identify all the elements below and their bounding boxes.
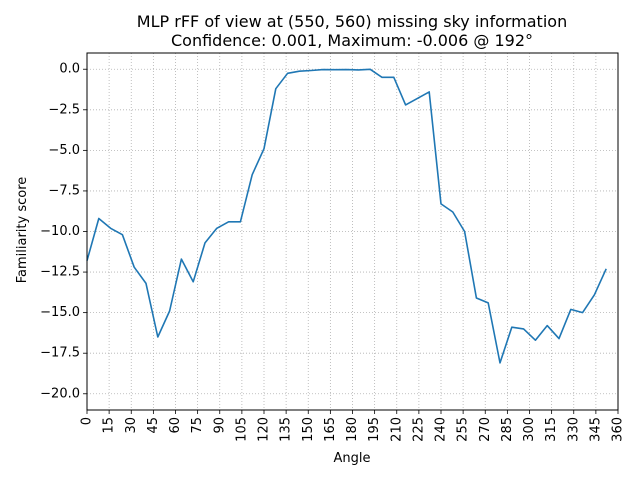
x-tick-label: 105 [234,417,249,442]
x-tick-label: 15 [102,417,117,434]
x-tick-label: 300 [522,417,537,442]
x-tick-label: 345 [588,417,603,442]
y-axis-label: Familiarity score [15,177,30,284]
y-tick-label: −17.5 [40,346,80,361]
x-axis: 0 15 30 45 60 75 90 105 120 135 150 165 180 195 210 225… [80,410,626,442]
y-tick-label: −7.5 [48,183,80,198]
y-tick-label: −15.0 [40,305,80,320]
x-tick-label: 75 [190,417,205,434]
y-axis: 0.0 −2.5 −5.0 −7.5 −10.0 −12.5 −15.0 −17.5 −20.0 [40,62,87,401]
series-layer [86,68,607,364]
x-tick-label: 225 [411,417,426,442]
x-tick-label: 240 [434,417,449,442]
x-tick-label: 60 [168,417,183,434]
x-tick-label: 180 [345,417,360,442]
grid [86,53,619,410]
chart-title: MLP rFF of view at (550, 560) missing sk… [137,12,567,31]
x-tick-label: 330 [566,417,581,442]
chart-subtitle: Confidence: 0.001, Maximum: -0.006 @ 192… [171,31,533,50]
x-tick-label: 195 [367,417,382,442]
y-tick-label: −20.0 [40,386,80,401]
x-tick-label: 210 [389,417,404,442]
y-tick-label: −5.0 [48,143,80,158]
x-tick-label: 285 [500,417,515,442]
y-tick-label: −12.5 [40,265,80,280]
x-tick-label: 150 [301,417,316,442]
x-tick-label: 165 [323,417,338,442]
x-axis-label: Angle [334,451,371,466]
y-tick-label: −10.0 [40,224,80,239]
x-tick-label: 135 [279,417,294,442]
x-tick-label: 30 [124,417,139,434]
x-tick-label: 360 [611,417,626,442]
x-tick-label: 120 [257,417,272,442]
x-tick-label: 45 [146,417,161,434]
y-tick-label: 0.0 [59,62,80,77]
x-tick-label: 0 [80,417,95,425]
x-tick-label: 90 [212,417,227,434]
y-tick-label: −2.5 [48,102,80,117]
x-tick-label: 270 [478,417,493,442]
series-line [86,68,607,364]
x-tick-label: 255 [456,417,471,442]
x-tick-label: 315 [544,417,559,442]
